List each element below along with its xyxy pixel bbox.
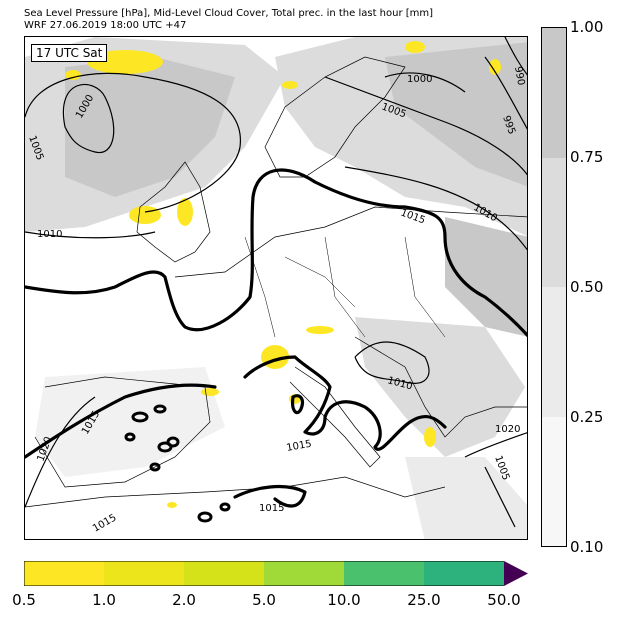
precip-tick-label: 2.0 bbox=[172, 591, 196, 609]
isobar-1015-atlantic bbox=[25, 383, 217, 459]
map-canvas: 1000 995 990 1000 1005 1005 1010 1015 10… bbox=[25, 37, 527, 539]
cover-segment-1 bbox=[542, 157, 566, 287]
cover-tick-label: 0.50 bbox=[570, 278, 604, 296]
cloud-area-iberia bbox=[35, 367, 225, 477]
precip-segment-0 bbox=[24, 561, 104, 586]
border-lines bbox=[244, 236, 446, 338]
isobar-1010-balkans bbox=[354, 341, 430, 384]
isobar-1005-north bbox=[324, 76, 527, 176]
isobar-995-east bbox=[484, 56, 527, 130]
isobar-1015-corsica bbox=[291, 394, 305, 415]
coastline-italy bbox=[289, 366, 381, 468]
cover-tick-label: 0.25 bbox=[570, 408, 604, 426]
precip-tick-label: 5.0 bbox=[252, 591, 276, 609]
isobar-cell bbox=[153, 404, 167, 414]
cover-tick-label: 0.10 bbox=[570, 538, 604, 556]
isobar-1015-med bbox=[243, 355, 447, 451]
precip-patch bbox=[489, 59, 501, 75]
isobar-1005-west bbox=[25, 72, 241, 213]
coastline-iberia bbox=[34, 376, 211, 488]
coastline-scandinavia bbox=[264, 56, 406, 178]
isobar-cell bbox=[219, 502, 231, 512]
cover-tick-label: 0.75 bbox=[570, 148, 604, 166]
isobar-layer-bold bbox=[25, 168, 527, 508]
coastline-continent bbox=[174, 206, 527, 278]
isobar-cell bbox=[149, 462, 161, 472]
chart-title-line-2: WRF 27.06.2019 18:00 UTC +47 bbox=[24, 20, 187, 31]
cloud-cover-colorbar bbox=[541, 27, 567, 547]
cloud-area-russia bbox=[445, 217, 527, 337]
isobar-cell bbox=[166, 436, 180, 448]
precip-patch bbox=[282, 81, 298, 89]
cloud-area-balkans bbox=[355, 317, 525, 457]
precip-tick-label: 50.0 bbox=[487, 591, 521, 609]
isobar-label: 1000 bbox=[407, 74, 432, 85]
cloud-cover-layer bbox=[25, 37, 527, 539]
isobar-1010-se bbox=[464, 432, 527, 458]
isobar-label: 1015 bbox=[91, 512, 119, 534]
isobar-label: 1010 bbox=[37, 229, 62, 240]
precip-colorbar bbox=[24, 561, 528, 586]
precip-patch bbox=[405, 41, 425, 53]
precip-segment-3 bbox=[264, 561, 344, 586]
precip-patch bbox=[167, 502, 177, 508]
precip-tick-label: 10.0 bbox=[327, 591, 361, 609]
isobar-1000-north bbox=[384, 72, 466, 93]
isobar-label: 1015 bbox=[259, 503, 284, 514]
precip-patch bbox=[65, 70, 81, 80]
cover-segment-2 bbox=[542, 287, 566, 417]
isobar-1015-small-cells bbox=[124, 404, 231, 523]
cover-segment-0 bbox=[542, 28, 566, 158]
isobar-990-east bbox=[504, 37, 527, 76]
cloud-area-scandinavia-dense bbox=[385, 42, 527, 187]
precip-tick-label: 1.0 bbox=[92, 591, 116, 609]
isobar-layer-thin bbox=[25, 37, 527, 528]
precip-patch bbox=[424, 427, 436, 447]
precip-patch bbox=[177, 198, 193, 226]
precip-segment-1 bbox=[104, 561, 184, 586]
isobar-label: 1015 bbox=[286, 439, 313, 454]
precip-extend-arrow bbox=[504, 561, 528, 586]
coastline-balkans bbox=[354, 336, 527, 438]
cover-segment-3 bbox=[542, 416, 566, 546]
cloud-area-mediterranean bbox=[405, 457, 527, 539]
precip-patch bbox=[306, 326, 334, 334]
chart-title-line-1: Sea Level Pressure [hPa], Mid-Level Clou… bbox=[24, 8, 434, 19]
precip-tick-label: 0.5 bbox=[12, 591, 36, 609]
isobar-1015-south bbox=[233, 485, 307, 508]
isobar-1005-se bbox=[484, 466, 516, 528]
isobar-cell bbox=[197, 511, 213, 523]
weather-map: 1000 995 990 1000 1005 1005 1010 1015 10… bbox=[24, 36, 528, 540]
forecast-time-label: 17 UTC Sat bbox=[31, 44, 108, 62]
isobar-1000-west bbox=[62, 83, 115, 154]
precip-segment-4 bbox=[344, 561, 424, 586]
isobar-cell bbox=[131, 411, 149, 423]
precip-segment-5 bbox=[424, 561, 504, 586]
cloud-area-north-atlantic-dense bbox=[65, 57, 235, 197]
isobar-1010-east bbox=[344, 166, 527, 251]
cover-tick-label: 1.00 bbox=[570, 18, 604, 36]
precip-tick-label: 25.0 bbox=[407, 591, 441, 609]
isobar-label: 1020 bbox=[495, 424, 520, 435]
isobar-1015-main bbox=[25, 168, 527, 338]
isobar-1010-west bbox=[25, 231, 156, 239]
isobar-cell bbox=[124, 432, 136, 442]
isobar-1020-west bbox=[25, 396, 96, 508]
precip-patch bbox=[129, 206, 161, 224]
precip-segment-2 bbox=[184, 561, 264, 586]
precip-patch bbox=[201, 388, 219, 396]
isobar-label: 990 bbox=[512, 66, 526, 87]
coastline-north-africa bbox=[25, 476, 446, 508]
coastline-british-isles bbox=[136, 161, 211, 263]
